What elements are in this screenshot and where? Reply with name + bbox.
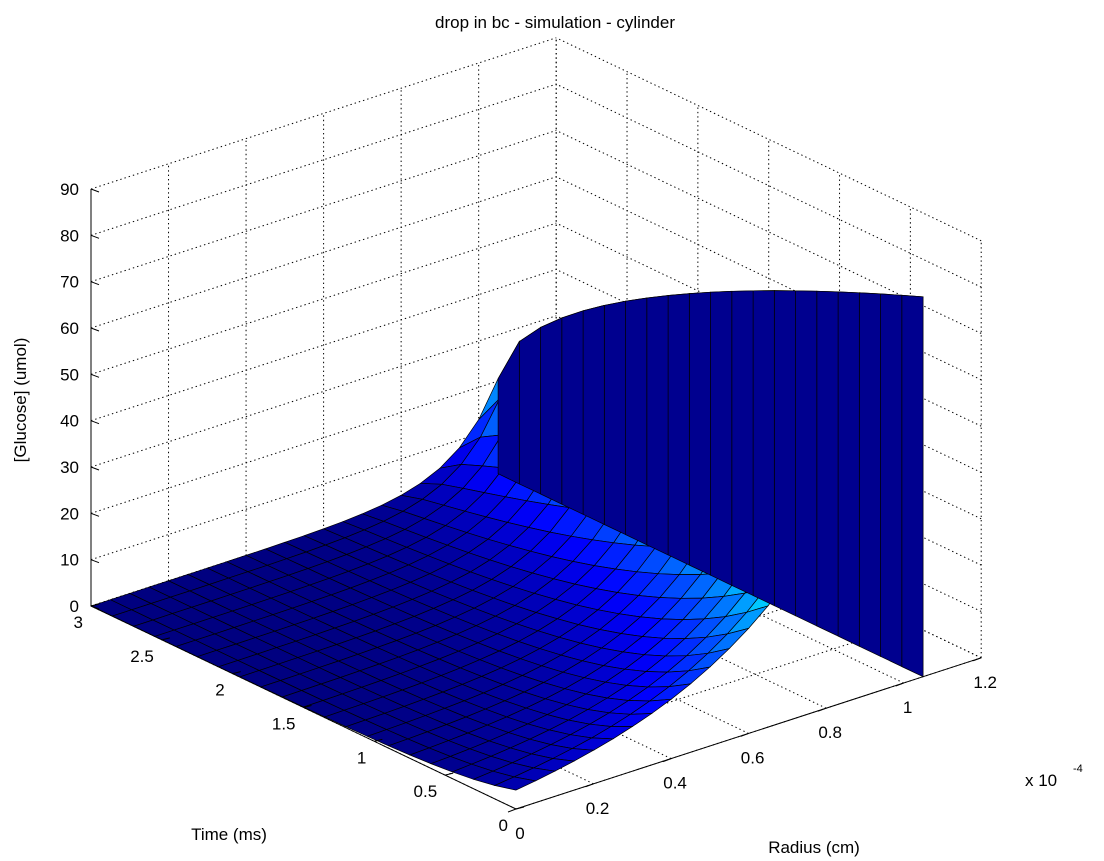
x-axis-exponent: -4 bbox=[1073, 763, 1083, 775]
x-tick-mark bbox=[740, 732, 749, 737]
z-tick-label: 30 bbox=[60, 458, 79, 477]
x-tick-label: 0 bbox=[515, 824, 524, 843]
y-axis-label: Time (ms) bbox=[191, 825, 267, 844]
side-wall-grid-line bbox=[555, 37, 982, 242]
surface-edge-patch bbox=[603, 300, 626, 536]
surface-edge-patch bbox=[688, 291, 711, 576]
surface-edge-patch bbox=[795, 290, 818, 627]
x-tick-label: 0.8 bbox=[818, 723, 842, 742]
x-tick-label: 1.2 bbox=[973, 673, 997, 692]
z-tick-mark bbox=[90, 559, 100, 564]
x-tick-mark bbox=[585, 783, 594, 788]
z-axis-label: [Glucose] (umol) bbox=[11, 338, 30, 463]
y-tick-mark bbox=[232, 671, 241, 675]
x-tick-mark bbox=[895, 682, 904, 687]
surface-edge-patch bbox=[901, 294, 924, 678]
surface-edge-patch bbox=[837, 291, 860, 647]
y-tick-mark bbox=[374, 738, 383, 742]
x-tick-mark bbox=[662, 758, 672, 763]
z-tick-label: 20 bbox=[60, 504, 79, 523]
z-tick-label: 70 bbox=[60, 273, 79, 292]
surface-edge-patch bbox=[858, 292, 881, 657]
surface-edge-patch bbox=[731, 290, 754, 597]
x-tick-mark bbox=[507, 808, 517, 813]
z-tick-label: 90 bbox=[60, 180, 79, 199]
surface-edge-patch bbox=[646, 295, 669, 556]
y-tick-mark bbox=[161, 637, 170, 641]
y-tick-mark bbox=[90, 603, 100, 607]
y-tick-label: 1 bbox=[357, 748, 366, 767]
x-tick-label: 1 bbox=[903, 698, 912, 717]
z-tick-mark bbox=[90, 605, 100, 610]
z-tick-mark bbox=[90, 420, 100, 425]
z-tick-label: 0 bbox=[70, 597, 79, 616]
surface-edge-patch bbox=[582, 304, 605, 526]
surface-mesh bbox=[90, 290, 924, 791]
surface-edge-patch bbox=[752, 290, 775, 607]
side-wall-grid-line bbox=[555, 222, 982, 427]
y-tick-mark bbox=[303, 705, 312, 708]
y-tick-label: 0.5 bbox=[414, 782, 438, 801]
y-tick-label: 1.5 bbox=[272, 715, 296, 734]
x-axis-multiplier: x 10 bbox=[1025, 771, 1057, 790]
z-tick-label: 50 bbox=[60, 365, 79, 384]
side-wall-grid-line bbox=[555, 176, 982, 381]
z-tick-label: 10 bbox=[60, 551, 79, 570]
y-tick-mark bbox=[515, 806, 525, 810]
surface-edge-patch bbox=[773, 290, 796, 617]
y-tick-mark bbox=[445, 772, 454, 776]
surface-edge-patch bbox=[625, 297, 648, 546]
z-tick-label: 40 bbox=[60, 412, 79, 431]
back-wall-grid-line bbox=[90, 222, 557, 375]
z-tick-mark bbox=[90, 188, 100, 193]
side-wall-grid-line bbox=[555, 130, 982, 334]
z-tick-mark bbox=[90, 466, 100, 471]
surface-edge-patch bbox=[518, 326, 541, 495]
x-tick-label: 0.4 bbox=[663, 774, 687, 793]
chart-title: drop in bc - simulation - cylinder bbox=[435, 13, 675, 32]
z-tick-mark bbox=[90, 512, 100, 517]
surface-edge-patch bbox=[710, 290, 733, 586]
z-tick-mark bbox=[90, 234, 100, 239]
z-tick-label: 80 bbox=[60, 226, 79, 245]
surface-edge-patch bbox=[667, 293, 690, 566]
z-tick-mark bbox=[90, 373, 100, 378]
surface-edge-patch bbox=[540, 317, 563, 505]
y-tick-label: 0 bbox=[499, 816, 508, 835]
back-wall-grid-line bbox=[90, 37, 557, 190]
surface-edge-patch bbox=[816, 290, 839, 637]
x-tick-label: 0.2 bbox=[586, 799, 610, 818]
z-tick-mark bbox=[90, 281, 100, 286]
tick-labels: 00.20.40.60.811.200.511.522.530102030405… bbox=[60, 180, 997, 843]
surface-edge-patch bbox=[561, 310, 584, 515]
y-tick-label: 2.5 bbox=[130, 647, 154, 666]
surface-patch bbox=[493, 776, 537, 791]
surface-edge-patch bbox=[880, 293, 903, 668]
side-wall-grid-line bbox=[555, 83, 982, 288]
x-tick-mark bbox=[817, 707, 827, 712]
surface-edge-patch bbox=[497, 340, 520, 485]
back-wall-grid-line bbox=[90, 129, 557, 283]
y-tick-label: 3 bbox=[74, 613, 83, 632]
x-tick-label: 0.6 bbox=[741, 748, 765, 767]
z-tick-mark bbox=[90, 327, 100, 332]
y-tick-label: 2 bbox=[215, 681, 224, 700]
x-tick-mark bbox=[973, 657, 982, 662]
z-tick-label: 60 bbox=[60, 319, 79, 338]
x-axis-label: Radius (cm) bbox=[768, 838, 860, 857]
